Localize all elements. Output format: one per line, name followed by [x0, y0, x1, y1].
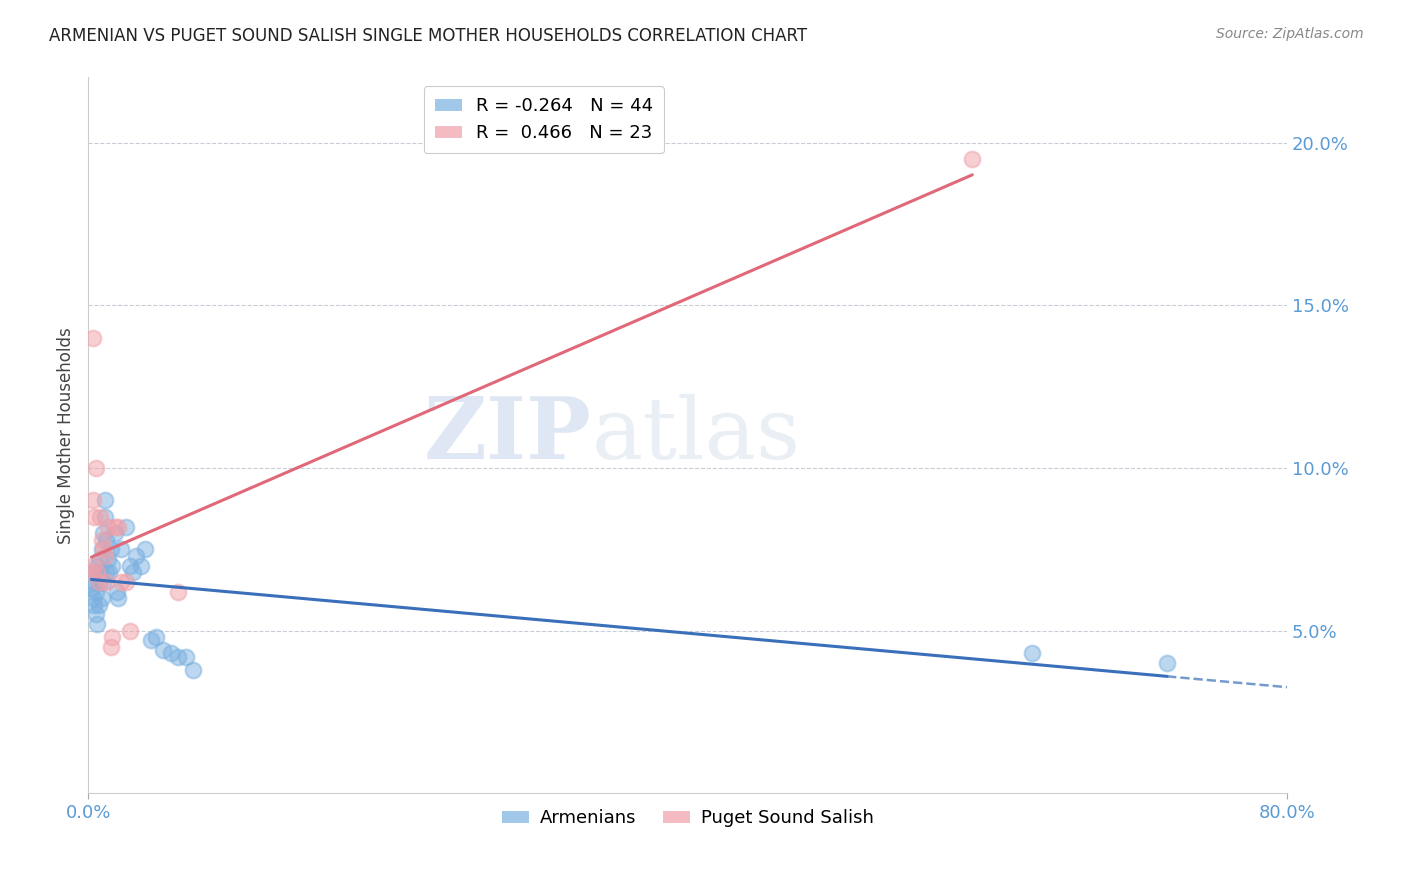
- Point: [1021, 647, 1043, 661]
- Legend: Armenians, Puget Sound Salish: Armenians, Puget Sound Salish: [495, 802, 882, 834]
- Point: [962, 152, 984, 166]
- Point: [96, 533, 118, 547]
- Point: [83, 574, 105, 589]
- Point: [82, 558, 104, 573]
- Y-axis label: Single Mother Households: Single Mother Households: [58, 327, 75, 544]
- Point: [86, 565, 108, 579]
- Point: [83, 509, 105, 524]
- Text: ARMENIAN VS PUGET SOUND SALISH SINGLE MOTHER HOUSEHOLDS CORRELATION CHART: ARMENIAN VS PUGET SOUND SALISH SINGLE MO…: [49, 27, 807, 45]
- Point: [80, 565, 103, 579]
- Point: [82, 331, 104, 345]
- Point: [90, 533, 112, 547]
- Point: [93, 574, 115, 589]
- Point: [89, 552, 111, 566]
- Point: [87, 574, 110, 589]
- Point: [145, 630, 167, 644]
- Point: [107, 519, 129, 533]
- Point: [90, 591, 112, 606]
- Point: [114, 574, 136, 589]
- Point: [100, 640, 122, 654]
- Point: [89, 509, 111, 524]
- Point: [101, 558, 124, 573]
- Point: [89, 565, 111, 579]
- Point: [110, 542, 132, 557]
- Point: [80, 582, 103, 596]
- Point: [100, 542, 122, 557]
- Point: [94, 509, 117, 524]
- Point: [94, 549, 117, 563]
- Point: [159, 647, 181, 661]
- Point: [84, 565, 107, 579]
- Point: [86, 617, 108, 632]
- Point: [84, 607, 107, 622]
- Point: [101, 630, 124, 644]
- Point: [87, 598, 110, 612]
- Point: [104, 519, 127, 533]
- Point: [98, 565, 121, 579]
- Point: [97, 519, 120, 533]
- Point: [141, 633, 163, 648]
- Point: [1156, 656, 1178, 670]
- Point: [82, 493, 104, 508]
- Point: [129, 558, 152, 573]
- Point: [97, 552, 120, 566]
- Point: [84, 584, 107, 599]
- Point: [174, 649, 197, 664]
- Point: [114, 519, 136, 533]
- Point: [125, 549, 148, 563]
- Point: [93, 526, 115, 541]
- Point: [107, 591, 129, 606]
- Point: [90, 542, 112, 557]
- Text: Source: ZipAtlas.com: Source: ZipAtlas.com: [1216, 27, 1364, 41]
- Point: [110, 574, 132, 589]
- Point: [96, 565, 118, 579]
- Point: [167, 649, 190, 664]
- Point: [181, 663, 204, 677]
- Point: [167, 584, 190, 599]
- Text: ZIP: ZIP: [425, 393, 592, 477]
- Point: [122, 565, 145, 579]
- Point: [93, 542, 115, 557]
- Point: [134, 542, 156, 557]
- Point: [94, 493, 117, 508]
- Point: [96, 574, 118, 589]
- Point: [104, 526, 127, 541]
- Point: [120, 624, 142, 638]
- Point: [82, 591, 104, 606]
- Point: [84, 461, 107, 475]
- Point: [86, 558, 108, 573]
- Point: [83, 598, 105, 612]
- Point: [120, 558, 142, 573]
- Point: [105, 584, 128, 599]
- Text: atlas: atlas: [592, 393, 801, 477]
- Point: [152, 643, 174, 657]
- Point: [87, 574, 110, 589]
